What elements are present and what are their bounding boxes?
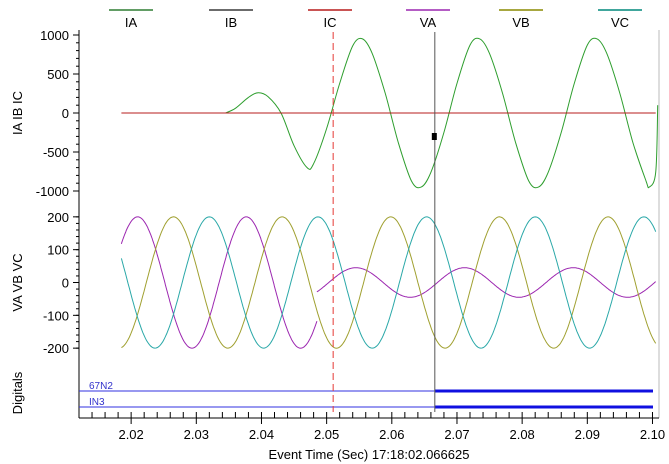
x-tick-label: 2.03 <box>184 427 209 442</box>
digitals-panel: Digitals 67N2 IN3 <box>10 371 653 414</box>
y-axis-title: IA IB IC <box>10 91 25 135</box>
y-tick-label: 500 <box>47 67 69 82</box>
x-tick-label: 2.10 <box>640 427 665 442</box>
y-tick-label: -100 <box>43 308 69 323</box>
x-tick-label: 2.07 <box>444 427 469 442</box>
y-tick-label: -1000 <box>36 184 69 199</box>
x-tick-label: 2.02 <box>118 427 143 442</box>
x-axis: 2.02 2.03 2.04 2.05 2.06 2.07 2.08 2.09 2.10 <box>78 412 665 442</box>
series-line-va-0 <box>120 216 318 349</box>
series-line-va-1 <box>316 267 657 298</box>
plot-frame <box>78 30 660 418</box>
x-tick-label: 2.04 <box>249 427 274 442</box>
x-tick-label: 2.09 <box>575 427 600 442</box>
y-axis-title: VA VB VC <box>10 253 25 311</box>
voltage-panel: 200 100 0 -100 -200 VA VB VC <box>10 210 657 356</box>
digital-label-67n2: 67N2 <box>89 381 113 392</box>
y-tick-label: 1000 <box>40 28 69 43</box>
y-tick-label: 200 <box>47 210 69 225</box>
y-tick-label: 0 <box>62 276 69 291</box>
y-tick-label: 0 <box>62 106 69 121</box>
x-tick-label: 2.05 <box>314 427 339 442</box>
series-line-vb-2 <box>121 216 657 349</box>
legend-label-ic: IC <box>324 15 337 30</box>
legend-label-va: VA <box>420 15 437 30</box>
y-tick-label: -200 <box>43 341 69 356</box>
y-tick-label: 100 <box>47 243 69 258</box>
legend-label-vb: VB <box>512 15 529 30</box>
series-line-ia-0 <box>225 37 659 189</box>
legend-label-ib: IB <box>225 15 237 30</box>
legend-label-ia: IA <box>125 15 138 30</box>
current-panel: 1000 500 0 -500 -1000 IA IB IC <box>10 28 659 199</box>
digital-label-in3: IN3 <box>89 397 105 408</box>
y-tick-label: -500 <box>43 145 69 160</box>
digitals-axis-title: Digitals <box>10 371 25 414</box>
series-line-vc-3 <box>120 216 657 349</box>
x-axis-title: Event Time (Sec) 17:18:02.066625 <box>269 447 470 462</box>
cursors[interactable] <box>332 32 437 412</box>
legend: IA IB IC VA VB VC <box>109 9 642 30</box>
x-tick-label: 2.06 <box>379 427 404 442</box>
x-tick-label: 2.08 <box>509 427 534 442</box>
cursor-handle[interactable] <box>431 133 437 140</box>
legend-label-vc: VC <box>611 15 629 30</box>
